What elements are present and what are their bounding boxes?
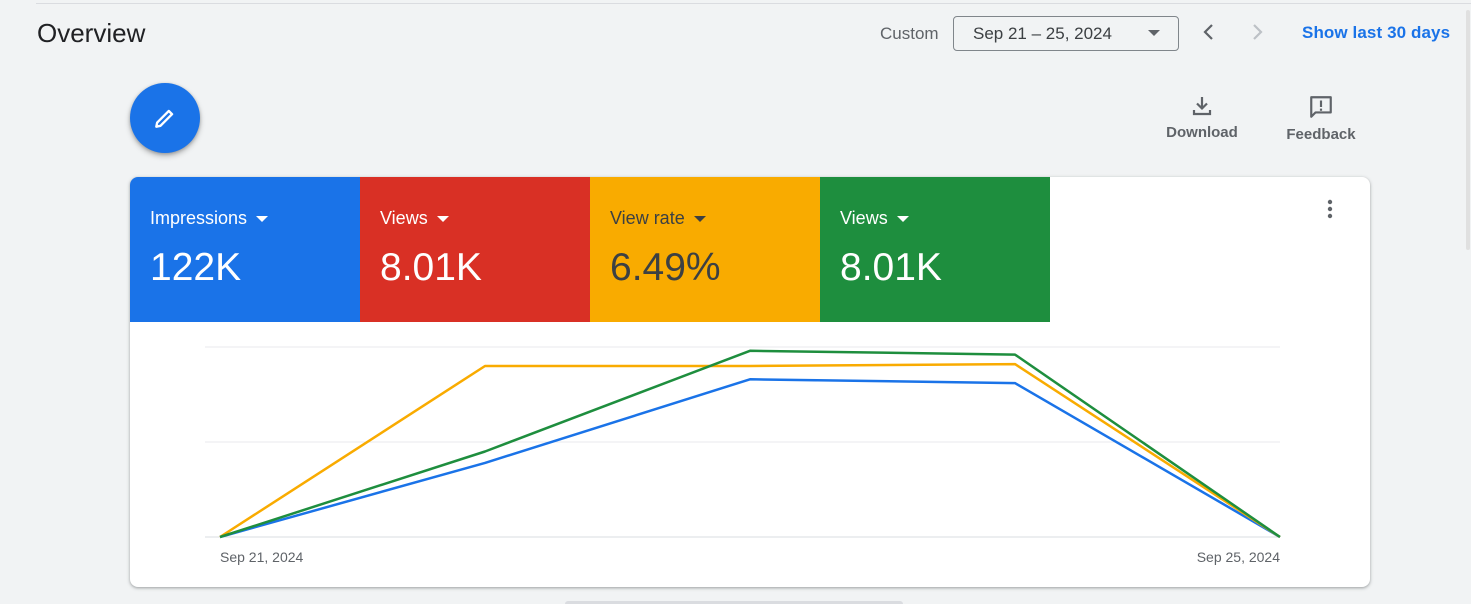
pencil-icon bbox=[155, 109, 174, 128]
metric-label-wrap: View rate bbox=[610, 208, 820, 229]
feedback-icon bbox=[1310, 96, 1332, 118]
show-last-30-days-link[interactable]: Show last 30 days bbox=[1302, 23, 1451, 42]
more-options-icon[interactable] bbox=[1318, 197, 1342, 221]
feedback-button[interactable]: Feedback bbox=[1283, 94, 1359, 143]
chevron-right-icon[interactable] bbox=[1245, 20, 1269, 44]
dropdown-caret-icon bbox=[436, 215, 449, 222]
vertical-scrollbar[interactable] bbox=[1466, 10, 1470, 250]
dropdown-caret-icon bbox=[693, 215, 706, 222]
metric-label: View rate bbox=[610, 208, 685, 228]
download-button[interactable]: Download bbox=[1163, 94, 1241, 141]
date-range-value: Sep 21 – 25, 2024 bbox=[973, 23, 1112, 43]
series-line-view-rate bbox=[219, 362, 1281, 539]
top-divider bbox=[36, 3, 1471, 4]
metric-label-wrap: Views bbox=[380, 208, 590, 229]
metric-tile-view-rate[interactable]: View rate 6.49% bbox=[590, 177, 820, 322]
x-tick-label: Sep 21, 2024 bbox=[220, 549, 304, 565]
metric-tile-views-2[interactable]: Views 8.01K bbox=[820, 177, 1050, 322]
feedback-label: Feedback bbox=[1286, 126, 1356, 143]
dropdown-caret-icon bbox=[1148, 30, 1160, 36]
metric-value: 8.01K bbox=[380, 246, 482, 289]
download-icon bbox=[1192, 97, 1212, 116]
series-line-views bbox=[219, 349, 1281, 539]
series-line-impressions bbox=[219, 378, 1281, 539]
page-title: Overview bbox=[37, 18, 146, 48]
dropdown-caret-icon bbox=[896, 215, 909, 222]
metric-label-wrap: Views bbox=[840, 208, 1050, 229]
metric-label: Views bbox=[380, 208, 428, 228]
range-type-label: Custom bbox=[880, 24, 939, 43]
metric-label-wrap: Impressions bbox=[150, 208, 360, 229]
chevron-left-icon[interactable] bbox=[1197, 20, 1221, 44]
metric-label: Views bbox=[840, 208, 888, 228]
performance-card: Impressions 122K Views 8.01K View rate 6… bbox=[130, 177, 1370, 587]
horizontal-scrollbar[interactable] bbox=[565, 601, 903, 604]
metric-value: 122K bbox=[150, 246, 242, 289]
edit-button[interactable] bbox=[130, 83, 200, 153]
dropdown-caret-icon bbox=[256, 215, 269, 222]
metric-tile-views[interactable]: Views 8.01K bbox=[360, 177, 590, 322]
date-range-select[interactable]: Sep 21 – 25, 2024 bbox=[953, 16, 1179, 51]
x-tick-label: Sep 25, 2024 bbox=[1197, 549, 1281, 565]
download-label: Download bbox=[1166, 124, 1238, 141]
metric-tile-impressions[interactable]: Impressions 122K bbox=[130, 177, 360, 322]
line-chart: Sep 21, 2024 Sep 25, 2024 bbox=[205, 346, 1281, 565]
metric-value: 6.49% bbox=[610, 246, 721, 289]
metric-value: 8.01K bbox=[840, 246, 942, 289]
metric-label: Impressions bbox=[150, 208, 248, 228]
